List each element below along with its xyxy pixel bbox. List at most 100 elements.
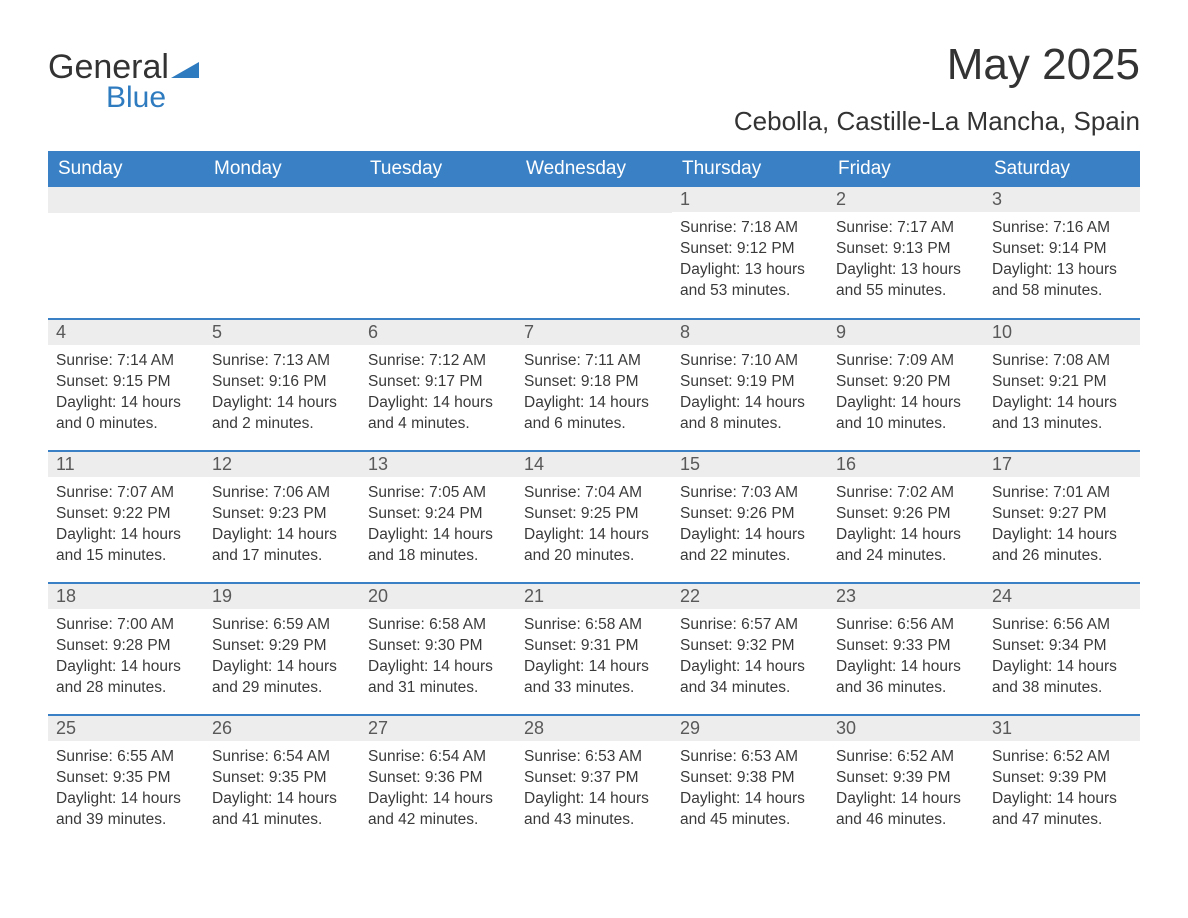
sunset-line: Sunset: 9:23 PM [212, 504, 352, 525]
sunrise-line: Sunrise: 6:58 AM [524, 615, 664, 636]
location: Cebolla, Castille-La Mancha, Spain [734, 106, 1140, 137]
daylight-line: Daylight: 14 hours and 42 minutes. [368, 789, 508, 831]
day-cell: 27Sunrise: 6:54 AMSunset: 9:36 PMDayligh… [360, 715, 516, 847]
day-number: 18 [48, 584, 204, 609]
daylight-line: Daylight: 14 hours and 13 minutes. [992, 393, 1132, 435]
day-number: 11 [48, 452, 204, 477]
sunset-line: Sunset: 9:30 PM [368, 636, 508, 657]
day-cell: 24Sunrise: 6:56 AMSunset: 9:34 PMDayligh… [984, 583, 1140, 715]
sunrise-line: Sunrise: 7:13 AM [212, 351, 352, 372]
day-body: Sunrise: 6:56 AMSunset: 9:33 PMDaylight:… [828, 609, 984, 703]
sunset-line: Sunset: 9:39 PM [836, 768, 976, 789]
sunrise-line: Sunrise: 7:05 AM [368, 483, 508, 504]
daylight-line: Daylight: 14 hours and 4 minutes. [368, 393, 508, 435]
day-cell [204, 187, 360, 319]
sunset-line: Sunset: 9:35 PM [56, 768, 196, 789]
weekday-header: Saturday [984, 151, 1140, 187]
day-body: Sunrise: 7:17 AMSunset: 9:13 PMDaylight:… [828, 212, 984, 306]
day-cell: 29Sunrise: 6:53 AMSunset: 9:38 PMDayligh… [672, 715, 828, 847]
sunrise-line: Sunrise: 6:53 AM [524, 747, 664, 768]
sunset-line: Sunset: 9:18 PM [524, 372, 664, 393]
day-number: 2 [828, 187, 984, 212]
day-cell [360, 187, 516, 319]
day-number: 29 [672, 716, 828, 741]
day-number: 17 [984, 452, 1140, 477]
day-number: 1 [672, 187, 828, 212]
daylight-line: Daylight: 14 hours and 17 minutes. [212, 525, 352, 567]
day-cell: 14Sunrise: 7:04 AMSunset: 9:25 PMDayligh… [516, 451, 672, 583]
day-body: Sunrise: 6:56 AMSunset: 9:34 PMDaylight:… [984, 609, 1140, 703]
daylight-line: Daylight: 14 hours and 2 minutes. [212, 393, 352, 435]
day-body: Sunrise: 7:05 AMSunset: 9:24 PMDaylight:… [360, 477, 516, 571]
day-body: Sunrise: 7:11 AMSunset: 9:18 PMDaylight:… [516, 345, 672, 439]
day-cell: 15Sunrise: 7:03 AMSunset: 9:26 PMDayligh… [672, 451, 828, 583]
daylight-line: Daylight: 14 hours and 34 minutes. [680, 657, 820, 699]
day-body: Sunrise: 7:04 AMSunset: 9:25 PMDaylight:… [516, 477, 672, 571]
weekday-header: Monday [204, 151, 360, 187]
logo-text-blue: Blue [106, 81, 201, 115]
day-number: 24 [984, 584, 1140, 609]
sunset-line: Sunset: 9:19 PM [680, 372, 820, 393]
sunrise-line: Sunrise: 6:55 AM [56, 747, 196, 768]
day-number: 31 [984, 716, 1140, 741]
month-title: May 2025 [734, 40, 1140, 90]
weekday-header: Tuesday [360, 151, 516, 187]
day-body: Sunrise: 7:09 AMSunset: 9:20 PMDaylight:… [828, 345, 984, 439]
day-cell: 22Sunrise: 6:57 AMSunset: 9:32 PMDayligh… [672, 583, 828, 715]
day-number: 26 [204, 716, 360, 741]
day-cell: 4Sunrise: 7:14 AMSunset: 9:15 PMDaylight… [48, 319, 204, 451]
sunrise-line: Sunrise: 6:59 AM [212, 615, 352, 636]
day-cell: 31Sunrise: 6:52 AMSunset: 9:39 PMDayligh… [984, 715, 1140, 847]
day-body: Sunrise: 7:16 AMSunset: 9:14 PMDaylight:… [984, 212, 1140, 306]
day-cell: 8Sunrise: 7:10 AMSunset: 9:19 PMDaylight… [672, 319, 828, 451]
day-number: 16 [828, 452, 984, 477]
sunrise-line: Sunrise: 7:01 AM [992, 483, 1132, 504]
sunset-line: Sunset: 9:21 PM [992, 372, 1132, 393]
day-body: Sunrise: 6:59 AMSunset: 9:29 PMDaylight:… [204, 609, 360, 703]
daylight-line: Daylight: 14 hours and 43 minutes. [524, 789, 664, 831]
day-cell [48, 187, 204, 319]
sunrise-line: Sunrise: 6:56 AM [992, 615, 1132, 636]
day-cell: 3Sunrise: 7:16 AMSunset: 9:14 PMDaylight… [984, 187, 1140, 319]
sunset-line: Sunset: 9:36 PM [368, 768, 508, 789]
day-number: 30 [828, 716, 984, 741]
sunrise-line: Sunrise: 6:58 AM [368, 615, 508, 636]
sunrise-line: Sunrise: 6:52 AM [992, 747, 1132, 768]
weekday-header: Thursday [672, 151, 828, 187]
calendar-table: SundayMondayTuesdayWednesdayThursdayFrid… [48, 151, 1140, 847]
day-number: 7 [516, 320, 672, 345]
sunset-line: Sunset: 9:15 PM [56, 372, 196, 393]
daylight-line: Daylight: 13 hours and 53 minutes. [680, 260, 820, 302]
empty-day-bar [360, 187, 516, 213]
sunrise-line: Sunrise: 7:16 AM [992, 218, 1132, 239]
sunrise-line: Sunrise: 7:12 AM [368, 351, 508, 372]
logo: General Blue [48, 40, 201, 115]
daylight-line: Daylight: 14 hours and 38 minutes. [992, 657, 1132, 699]
week-row: 11Sunrise: 7:07 AMSunset: 9:22 PMDayligh… [48, 451, 1140, 583]
sunrise-line: Sunrise: 6:53 AM [680, 747, 820, 768]
day-cell: 30Sunrise: 6:52 AMSunset: 9:39 PMDayligh… [828, 715, 984, 847]
daylight-line: Daylight: 14 hours and 33 minutes. [524, 657, 664, 699]
sunset-line: Sunset: 9:28 PM [56, 636, 196, 657]
day-body: Sunrise: 7:06 AMSunset: 9:23 PMDaylight:… [204, 477, 360, 571]
day-body: Sunrise: 6:55 AMSunset: 9:35 PMDaylight:… [48, 741, 204, 835]
daylight-line: Daylight: 14 hours and 36 minutes. [836, 657, 976, 699]
daylight-line: Daylight: 14 hours and 28 minutes. [56, 657, 196, 699]
sunset-line: Sunset: 9:39 PM [992, 768, 1132, 789]
sunrise-line: Sunrise: 7:04 AM [524, 483, 664, 504]
day-cell: 25Sunrise: 6:55 AMSunset: 9:35 PMDayligh… [48, 715, 204, 847]
sunrise-line: Sunrise: 7:14 AM [56, 351, 196, 372]
sunset-line: Sunset: 9:33 PM [836, 636, 976, 657]
day-body: Sunrise: 7:00 AMSunset: 9:28 PMDaylight:… [48, 609, 204, 703]
day-cell: 2Sunrise: 7:17 AMSunset: 9:13 PMDaylight… [828, 187, 984, 319]
week-row: 4Sunrise: 7:14 AMSunset: 9:15 PMDaylight… [48, 319, 1140, 451]
weekday-header: Friday [828, 151, 984, 187]
sunset-line: Sunset: 9:24 PM [368, 504, 508, 525]
day-cell: 10Sunrise: 7:08 AMSunset: 9:21 PMDayligh… [984, 319, 1140, 451]
sunset-line: Sunset: 9:13 PM [836, 239, 976, 260]
day-number: 19 [204, 584, 360, 609]
day-body: Sunrise: 7:18 AMSunset: 9:12 PMDaylight:… [672, 212, 828, 306]
header: General Blue May 2025 Cebolla, Castille-… [48, 40, 1140, 147]
sunset-line: Sunset: 9:35 PM [212, 768, 352, 789]
daylight-line: Daylight: 14 hours and 15 minutes. [56, 525, 196, 567]
